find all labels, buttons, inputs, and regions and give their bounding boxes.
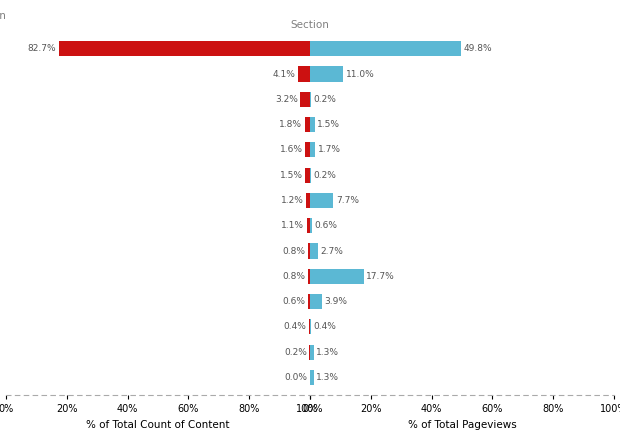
Bar bbox=[308, 269, 310, 284]
Bar bbox=[310, 193, 334, 208]
Bar bbox=[310, 294, 322, 309]
Text: 11.0%: 11.0% bbox=[346, 70, 374, 79]
Bar bbox=[306, 168, 310, 183]
Text: 2.7%: 2.7% bbox=[321, 246, 343, 256]
Bar bbox=[304, 117, 310, 132]
Text: 1.1%: 1.1% bbox=[281, 221, 304, 230]
Text: 1.7%: 1.7% bbox=[317, 146, 340, 155]
Bar bbox=[310, 269, 364, 284]
Text: 17.7%: 17.7% bbox=[366, 272, 395, 281]
Text: 1.8%: 1.8% bbox=[279, 120, 302, 129]
Bar bbox=[308, 294, 310, 309]
Bar bbox=[305, 143, 310, 158]
Bar bbox=[310, 345, 314, 360]
Text: 0.4%: 0.4% bbox=[314, 322, 337, 331]
Text: 0.6%: 0.6% bbox=[283, 297, 306, 306]
Text: 3.2%: 3.2% bbox=[275, 95, 298, 104]
Bar bbox=[307, 218, 310, 234]
Text: 49.8%: 49.8% bbox=[464, 44, 492, 53]
Text: 7.7%: 7.7% bbox=[336, 196, 359, 205]
X-axis label: % of Total Count of Content: % of Total Count of Content bbox=[86, 420, 230, 430]
Bar bbox=[310, 218, 312, 234]
Bar bbox=[310, 370, 314, 385]
Text: 1.6%: 1.6% bbox=[280, 146, 303, 155]
X-axis label: % of Total Pageviews: % of Total Pageviews bbox=[407, 420, 516, 430]
Bar bbox=[310, 143, 315, 158]
Bar bbox=[59, 41, 310, 56]
Bar bbox=[300, 92, 310, 107]
Text: 0.8%: 0.8% bbox=[282, 246, 305, 256]
Text: 1.3%: 1.3% bbox=[316, 348, 339, 357]
Text: 82.7%: 82.7% bbox=[28, 44, 56, 53]
Bar bbox=[310, 243, 318, 259]
Text: 3.9%: 3.9% bbox=[324, 297, 347, 306]
Text: 0.8%: 0.8% bbox=[282, 272, 305, 281]
Text: Section: Section bbox=[291, 20, 329, 30]
Bar bbox=[310, 67, 343, 82]
Text: 0.2%: 0.2% bbox=[284, 348, 307, 357]
Text: 1.2%: 1.2% bbox=[281, 196, 304, 205]
Text: 0.6%: 0.6% bbox=[314, 221, 337, 230]
Bar bbox=[310, 319, 311, 334]
Bar bbox=[310, 117, 314, 132]
Bar bbox=[309, 319, 310, 334]
Text: 1.3%: 1.3% bbox=[316, 373, 339, 382]
Bar bbox=[308, 243, 310, 259]
Bar bbox=[306, 193, 310, 208]
Bar bbox=[310, 41, 461, 56]
Text: 0.2%: 0.2% bbox=[313, 170, 336, 180]
Bar bbox=[298, 67, 310, 82]
Text: 4.1%: 4.1% bbox=[272, 70, 295, 79]
Text: 0.0%: 0.0% bbox=[285, 373, 308, 382]
Text: 1.5%: 1.5% bbox=[317, 120, 340, 129]
Text: 1.5%: 1.5% bbox=[280, 170, 303, 180]
Text: 0.2%: 0.2% bbox=[313, 95, 336, 104]
Text: Section: Section bbox=[0, 11, 6, 21]
Text: 0.4%: 0.4% bbox=[283, 322, 306, 331]
